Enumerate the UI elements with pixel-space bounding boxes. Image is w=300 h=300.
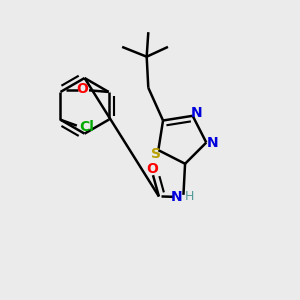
- Text: N: N: [206, 136, 218, 149]
- Text: N: N: [191, 106, 203, 119]
- Text: O: O: [76, 82, 88, 96]
- Text: H: H: [184, 190, 194, 203]
- Text: N: N: [170, 190, 182, 205]
- Text: O: O: [146, 162, 158, 176]
- Text: Cl: Cl: [79, 120, 94, 134]
- Text: S: S: [151, 147, 161, 161]
